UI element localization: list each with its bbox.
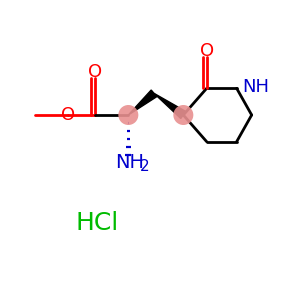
Circle shape <box>173 105 193 125</box>
Text: O: O <box>61 106 75 124</box>
Polygon shape <box>128 90 157 115</box>
Text: NH: NH <box>243 78 270 96</box>
Text: NH: NH <box>116 153 145 172</box>
Circle shape <box>118 105 138 125</box>
Text: O: O <box>200 42 214 60</box>
Polygon shape <box>154 93 186 118</box>
Text: 2: 2 <box>140 159 150 174</box>
Text: HCl: HCl <box>75 211 118 235</box>
Text: O: O <box>88 63 102 81</box>
